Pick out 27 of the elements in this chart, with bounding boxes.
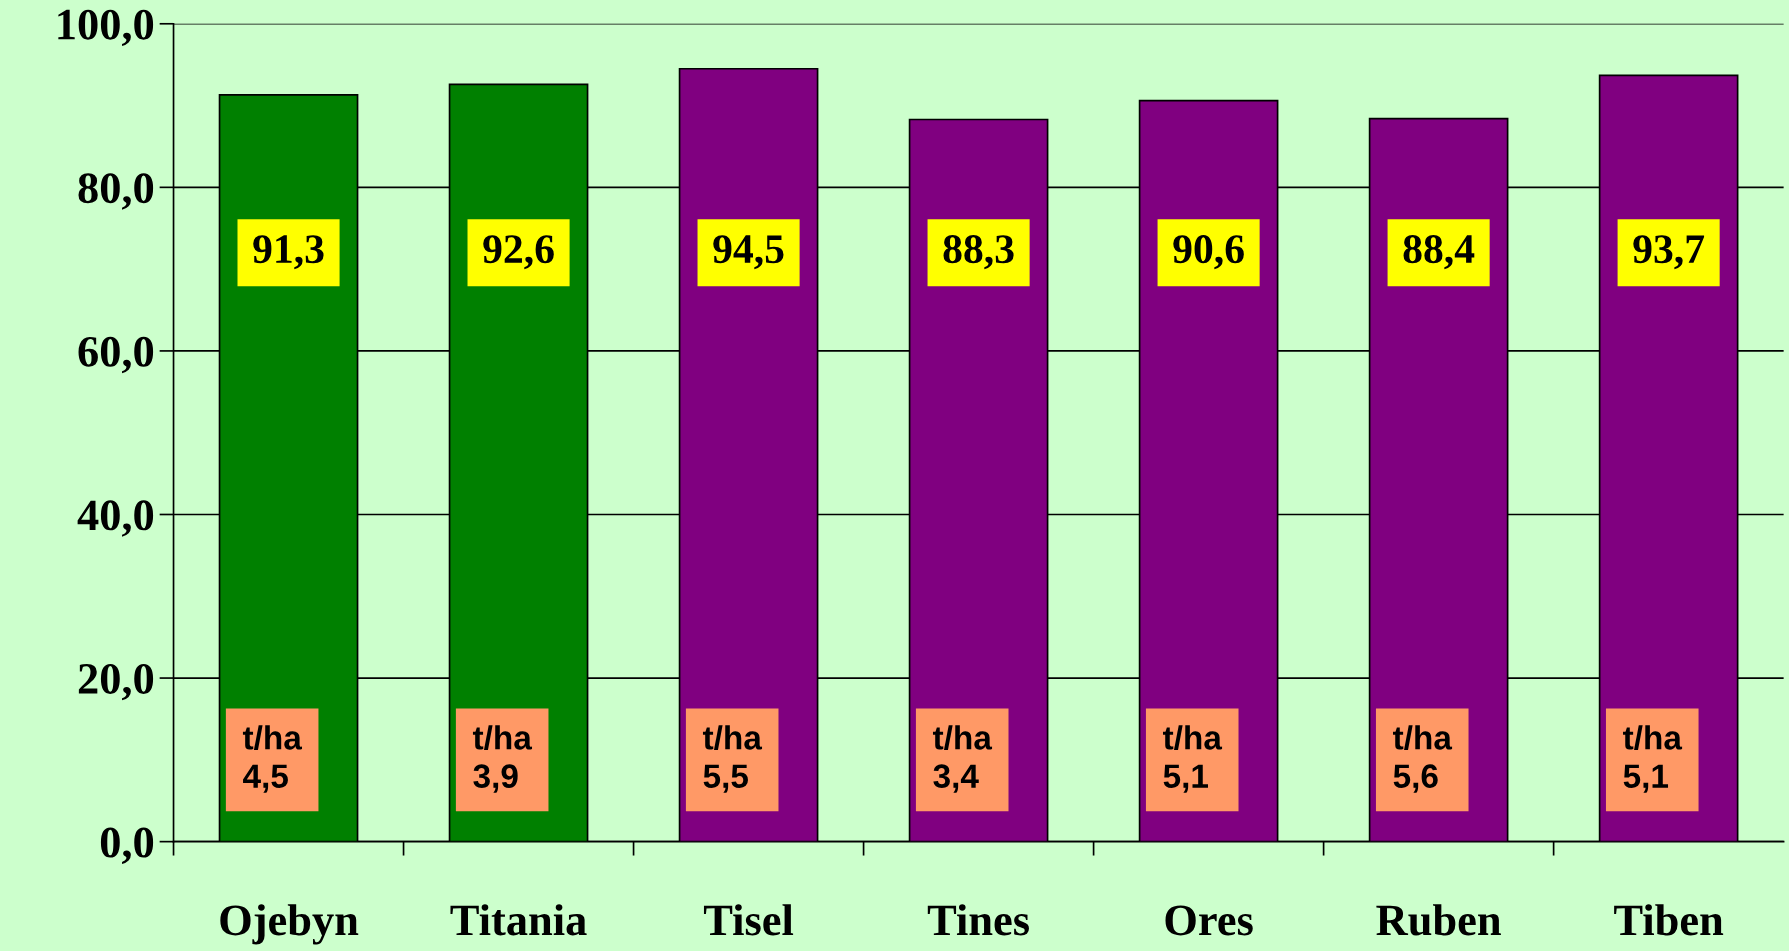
x-tick-label: Ores bbox=[1165, 905, 1253, 936]
annotation: t/ha 4,5 bbox=[242, 725, 303, 793]
x-tick-label: Ojebyn bbox=[220, 904, 359, 945]
annotation: t/ha 5,1 bbox=[1163, 725, 1223, 793]
data-label: 91,3 bbox=[253, 235, 324, 270]
data-label: 88,4 bbox=[1403, 235, 1475, 270]
x-tick-label: Tisel bbox=[703, 904, 794, 936]
annotation: t/ha 5,1 bbox=[1623, 725, 1683, 793]
annotation: t/ha 5,5 bbox=[702, 725, 763, 793]
x-tick-label: Tiben bbox=[1614, 904, 1724, 936]
x-tick-label: Tines bbox=[927, 904, 1029, 936]
annotation: t/ha 3,9 bbox=[472, 725, 533, 793]
y-tick-label: 100,0 bbox=[58, 9, 154, 47]
data-label: 92,6 bbox=[483, 235, 554, 270]
y-tick-label: 60,0 bbox=[78, 336, 154, 374]
y-tick-label: 20,0 bbox=[78, 663, 154, 701]
x-tick-label: Ruben bbox=[1376, 904, 1501, 936]
data-label: 93,7 bbox=[1633, 235, 1705, 270]
data-label: 90,6 bbox=[1173, 235, 1244, 270]
y-tick-label: 0,0 bbox=[100, 827, 154, 864]
y-tick-label: 80,0 bbox=[78, 173, 154, 210]
x-tick-label: Titania bbox=[450, 904, 587, 936]
annotation: t/ha 3,4 bbox=[932, 725, 993, 793]
data-label: 94,5 bbox=[713, 235, 784, 270]
data-label: 88,3 bbox=[943, 235, 1014, 270]
y-tick-label: 40,0 bbox=[77, 500, 154, 537]
annotation: t/ha 5,6 bbox=[1393, 725, 1453, 793]
